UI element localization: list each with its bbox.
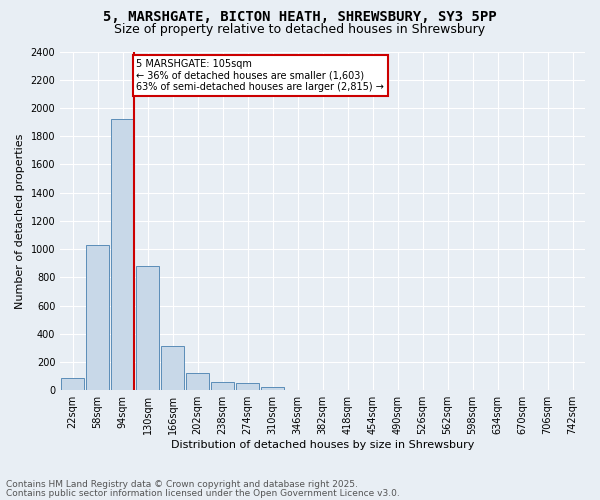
Text: 5 MARSHGATE: 105sqm
← 36% of detached houses are smaller (1,603)
63% of semi-det: 5 MARSHGATE: 105sqm ← 36% of detached ho… bbox=[136, 58, 384, 92]
X-axis label: Distribution of detached houses by size in Shrewsbury: Distribution of detached houses by size … bbox=[171, 440, 474, 450]
Bar bbox=[262, 387, 284, 390]
Text: Contains public sector information licensed under the Open Government Licence v3: Contains public sector information licen… bbox=[6, 488, 400, 498]
Y-axis label: Number of detached properties: Number of detached properties bbox=[15, 133, 25, 308]
Bar bbox=[61, 378, 84, 390]
Bar bbox=[161, 346, 184, 390]
Bar bbox=[112, 119, 134, 390]
Bar bbox=[136, 266, 159, 390]
Bar bbox=[86, 245, 109, 390]
Bar bbox=[236, 384, 259, 390]
Bar bbox=[187, 374, 209, 390]
Bar bbox=[211, 382, 234, 390]
Text: Contains HM Land Registry data © Crown copyright and database right 2025.: Contains HM Land Registry data © Crown c… bbox=[6, 480, 358, 489]
Text: 5, MARSHGATE, BICTON HEATH, SHREWSBURY, SY3 5PP: 5, MARSHGATE, BICTON HEATH, SHREWSBURY, … bbox=[103, 10, 497, 24]
Text: Size of property relative to detached houses in Shrewsbury: Size of property relative to detached ho… bbox=[115, 22, 485, 36]
